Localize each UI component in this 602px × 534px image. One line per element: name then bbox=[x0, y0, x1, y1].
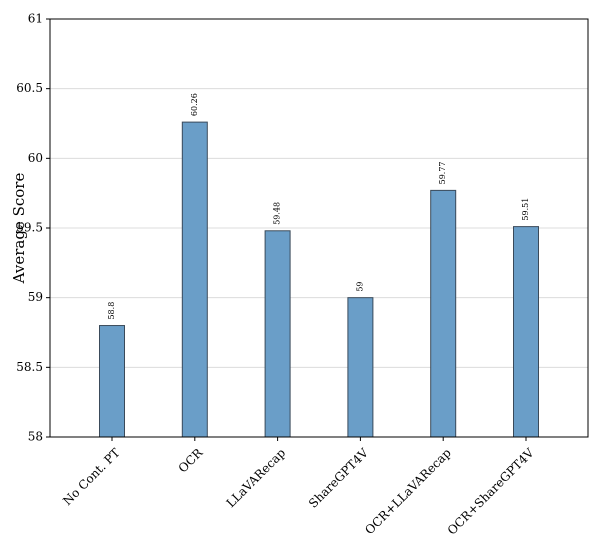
x-tick-label: ShareGPT4V bbox=[306, 445, 371, 510]
x-tick-label: OCR+ShareGPT4V bbox=[445, 445, 537, 534]
value-label: 59.51 bbox=[521, 198, 530, 221]
y-tick-label: 59.5 bbox=[16, 221, 43, 235]
x-tick-label: OCR bbox=[176, 445, 206, 475]
bar bbox=[99, 325, 125, 438]
value-label: 58.8 bbox=[107, 302, 116, 320]
y-tick-label: 61 bbox=[28, 12, 43, 26]
y-tick-label: 58.5 bbox=[16, 360, 43, 374]
x-tick-label: OCR+LLaVARecap bbox=[362, 445, 454, 534]
y-axis-label: Average Score bbox=[10, 173, 28, 285]
plot-frame bbox=[49, 18, 589, 438]
y-tick-label: 58 bbox=[28, 430, 43, 444]
value-label: 59.77 bbox=[438, 161, 447, 184]
y-tick-label: 59 bbox=[28, 290, 43, 304]
bar bbox=[430, 189, 457, 438]
bar bbox=[264, 230, 291, 438]
x-tick-label: No Cont. PT bbox=[60, 446, 122, 508]
y-tick-label: 60.5 bbox=[16, 81, 43, 95]
bar bbox=[181, 121, 208, 438]
x-tick-label: LLaVARecap bbox=[224, 445, 289, 510]
bar bbox=[347, 297, 374, 438]
value-label: 59 bbox=[355, 281, 364, 291]
value-label: 59.48 bbox=[273, 202, 282, 225]
bar bbox=[513, 226, 539, 438]
value-label: 60.26 bbox=[190, 93, 199, 116]
y-tick-label: 60 bbox=[28, 151, 43, 165]
